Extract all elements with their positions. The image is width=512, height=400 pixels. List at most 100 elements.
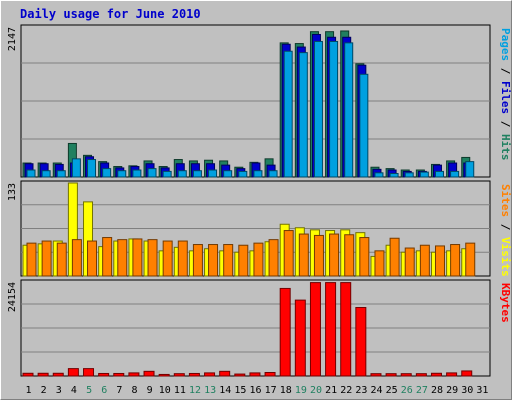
x-tick-label: 9 [147, 385, 153, 396]
bar-sites [117, 239, 128, 277]
x-tick-label: 10 [159, 385, 171, 396]
bar-kbytes [158, 373, 170, 377]
legend-entry: Visits [499, 237, 512, 277]
bar-kbytes [128, 372, 140, 377]
bar-sites [268, 239, 279, 277]
bar-sites [344, 234, 355, 277]
bar-pages [268, 170, 278, 178]
x-tick-label: 28 [431, 385, 443, 396]
x-tick-label: 5 [86, 385, 92, 396]
bar-sites [283, 230, 294, 277]
bar-pages [374, 172, 384, 178]
x-tick-label: 3 [56, 385, 62, 396]
bar-pages [223, 170, 233, 178]
bar-sites [359, 237, 370, 277]
bar-kbytes [67, 368, 79, 377]
bar-pages [329, 40, 339, 178]
bar-kbytes [83, 368, 95, 377]
x-tick-label: 22 [340, 385, 352, 396]
legend-entry: Pages [499, 28, 512, 61]
x-tick-label: 21 [325, 385, 337, 396]
x-tick-label: 24 [371, 385, 383, 396]
x-tick-label: 23 [355, 385, 367, 396]
bar-pages [208, 169, 218, 178]
legend-entry: Files [499, 81, 512, 114]
bar-pages [389, 173, 399, 178]
x-tick-label: 8 [131, 385, 137, 396]
bar-sites [313, 234, 324, 277]
bar-sites [87, 240, 98, 277]
x-tick-label: 7 [116, 385, 122, 396]
x-tick-label: 11 [174, 385, 186, 396]
bar-pages [465, 161, 475, 178]
bar-kbytes [415, 373, 427, 377]
bar-kbytes [143, 370, 155, 377]
bar-pages [344, 42, 354, 178]
bar-pages [253, 170, 263, 178]
bar-kbytes [294, 299, 306, 377]
bar-sites [41, 240, 52, 277]
bar-pages [177, 170, 187, 178]
bar-pages [404, 172, 414, 178]
bar-pages [87, 159, 97, 178]
bar-pages [71, 158, 81, 178]
bar-sites [192, 244, 203, 277]
x-tick-label: 18 [280, 385, 292, 396]
bar-kbytes [219, 370, 231, 377]
bar-kbytes [98, 372, 110, 377]
x-tick-label: 4 [71, 385, 77, 396]
bar-pages [41, 170, 51, 178]
bar-kbytes [22, 372, 34, 377]
bar-sites [419, 244, 430, 277]
bar-kbytes [264, 371, 276, 377]
bar-pages [313, 40, 323, 178]
bar-kbytes [173, 373, 185, 377]
bar-kbytes [325, 282, 337, 377]
legend-entry: / [499, 61, 512, 81]
x-tick-label: 19 [295, 385, 307, 396]
y-max-label: 133 [7, 183, 18, 201]
bar-sites [71, 239, 82, 277]
x-tick-label: 6 [101, 385, 107, 396]
bar-kbytes [279, 287, 291, 377]
x-tick-label: 14 [219, 385, 231, 396]
bar-pages [56, 170, 66, 178]
bar-kbytes [370, 373, 382, 377]
legend-entry: Sites [499, 184, 512, 217]
y-max-label: 2147 [7, 27, 18, 51]
bar-kbytes [234, 373, 246, 377]
bar-pages [132, 169, 142, 178]
legend-entry: KBytes [499, 283, 512, 323]
bar-sites [132, 238, 143, 277]
bar-kbytes [340, 282, 352, 377]
bar-pages [450, 170, 460, 178]
bar-sites [298, 233, 309, 277]
bar-kbytes [400, 373, 412, 377]
bar-kbytes [430, 372, 442, 377]
bar-pages [26, 169, 36, 178]
bar-sites [102, 237, 113, 277]
bar-pages [192, 170, 202, 178]
x-tick-label: 27 [416, 385, 428, 396]
bar-pages [238, 170, 248, 178]
legend-entry: Hits [499, 134, 512, 161]
bar-kbytes [355, 307, 367, 377]
series-legend-label: KBytes [499, 283, 512, 323]
bar-kbytes [188, 372, 200, 377]
bar-pages [147, 168, 157, 178]
y-max-label: 24154 [7, 282, 18, 312]
x-tick-label: 20 [310, 385, 322, 396]
x-tick-label: 30 [461, 385, 473, 396]
bar-sites [56, 242, 67, 277]
bar-kbytes [113, 372, 125, 377]
legend-entry: / [499, 217, 512, 237]
bar-kbytes [385, 373, 397, 377]
bar-pages [117, 170, 127, 178]
bar-pages [283, 50, 293, 178]
bar-sites [162, 240, 173, 277]
bar-pages [298, 52, 308, 178]
bar-pages [359, 73, 369, 178]
bar-pages [162, 170, 172, 178]
series-legend-label: Sites / Visits [499, 184, 512, 277]
